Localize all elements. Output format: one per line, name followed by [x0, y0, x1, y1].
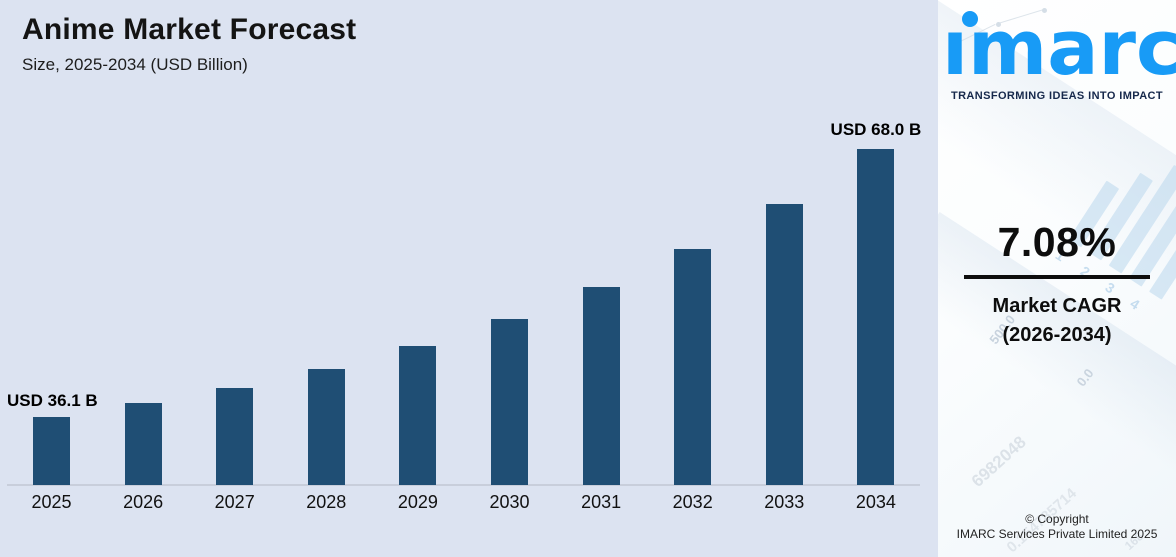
bar-2032 [674, 249, 712, 485]
chart-subtitle: Size, 2025-2034 (USD Billion) [22, 55, 248, 74]
x-axis-label-2033: 2033 [764, 492, 805, 512]
imarc-logo: ımarc TRANSFORMING IDEAS INTO IMPACT [938, 0, 1176, 110]
cagr-underline [964, 275, 1150, 279]
x-axis-label-2026: 2026 [123, 492, 164, 512]
bar-2029 [399, 346, 437, 485]
x-axis-label-2031: 2031 [581, 492, 622, 512]
bar-2030 [491, 319, 528, 485]
x-axis-label-2030: 2030 [489, 492, 530, 512]
chart-panel: Anime Market Forecast Size, 2025-2034 (U… [0, 0, 938, 557]
x-axis-line [7, 484, 920, 486]
imarc-logo-tagline: TRANSFORMING IDEAS INTO IMPACT [950, 90, 1164, 102]
imarc-logo-i-dot [962, 11, 978, 27]
watermark-number: 6982048 [967, 432, 1030, 491]
bar-2028 [307, 369, 345, 485]
x-axis-label-2034: 2034 [855, 492, 896, 512]
cagr-value: 7.08% [997, 219, 1117, 265]
bar-2025 [33, 417, 70, 485]
bar-2026 [124, 403, 162, 485]
brand-sidebar: 1 2 3 4 500.0 0.0 6982048 0.154785714 16… [938, 0, 1176, 557]
bar-2031 [582, 287, 620, 485]
copyright-line2: IMARC Services Private Limited 2025 [956, 527, 1158, 541]
chart-title: Anime Market Forecast [22, 13, 357, 46]
bar-2027 [216, 388, 254, 485]
bar-2033 [765, 204, 803, 485]
cagr-label-line2: (2026-2034) [1002, 324, 1112, 346]
copyright-line1: © Copyright [1025, 512, 1089, 526]
bar-2034 [857, 149, 895, 485]
x-axis-label-2029: 2029 [397, 492, 438, 512]
imarc-logo-text: ımarc [942, 3, 1176, 92]
data-label-2034: USD 68.0 B [830, 120, 922, 139]
copyright-notice: © Copyright IMARC Services Private Limit… [938, 512, 1176, 542]
cagr-label-line1: Market CAGR [992, 295, 1122, 317]
cagr-block: 7.08% Market CAGR (2026-2034) [938, 219, 1176, 350]
x-axis-label-2028: 2028 [306, 492, 347, 512]
bar-plot: 2025 2026 2027 2028 2029 2030 2031 2032 2033 2034… [7, 120, 922, 512]
x-axis-label-2025: 2025 [31, 492, 72, 512]
watermark-number: 0.0 [1073, 365, 1097, 390]
x-axis-label-2032: 2032 [672, 492, 713, 512]
data-label-2025: USD 36.1 B [7, 391, 98, 410]
x-axis-label-2027: 2027 [214, 492, 255, 512]
